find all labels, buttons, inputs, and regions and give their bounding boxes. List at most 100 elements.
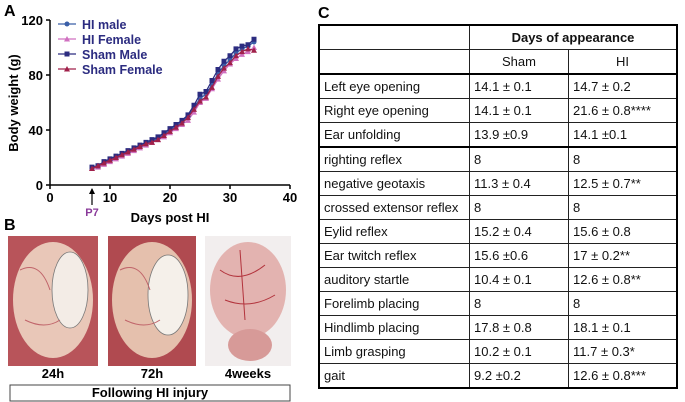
table-row: Forelimb placing 8 8: [318, 291, 678, 316]
photo-caption: 24h: [42, 366, 64, 381]
table-row: gait 9.2 ±0.2 12.6 ± 0.8***: [318, 363, 678, 389]
x-tick-label: 20: [163, 190, 177, 205]
cell: Ear twitch reflex: [318, 243, 470, 268]
cell: 8: [568, 291, 678, 316]
marker: [173, 124, 179, 130]
legend-label: HI male: [82, 18, 127, 32]
legend-label: HI Female: [82, 33, 141, 47]
cell: 11.3 ± 0.4: [469, 171, 569, 196]
table-row: negative geotaxis 11.3 ± 0.4 12.5 ± 0.7**: [318, 171, 678, 196]
footer-box: [9, 384, 291, 402]
cell: 15.6 ± 0.8: [568, 219, 678, 244]
marker: [119, 151, 125, 158]
y-tick-label: 120: [21, 13, 43, 28]
cell: negative geotaxis: [318, 171, 470, 196]
series-line: [91, 46, 255, 170]
marker: [251, 36, 257, 42]
photo: [205, 236, 291, 366]
series-line: [91, 38, 255, 168]
cell: 17.8 ± 0.8: [469, 315, 569, 340]
x-tick-label: 40: [283, 190, 297, 205]
legend-marker: [64, 36, 70, 42]
x-axis-label: Days post HI: [131, 210, 210, 225]
legend-marker: [64, 51, 70, 57]
cell: 13.9 ±0.9: [469, 122, 569, 148]
cell: 14.1 ± 0.1: [469, 73, 569, 99]
marker: [179, 120, 185, 126]
marker: [251, 47, 257, 53]
cell: 15.2 ± 0.4: [469, 219, 569, 244]
table-row: Sham HI: [319, 49, 678, 75]
marker: [143, 140, 149, 147]
table-row: righting reflex 8 8: [318, 146, 678, 172]
table-row: Ear unfolding 13.9 ±0.9 14.1 ±0.1: [318, 122, 678, 148]
marker: [203, 89, 209, 94]
column-header: HI: [568, 49, 678, 75]
cell: [319, 25, 470, 50]
cell: 12.6 ± 0.8**: [568, 267, 678, 292]
cell: 10.2 ± 0.1: [469, 339, 569, 364]
series-line: [91, 48, 255, 170]
cell: 9.2 ±0.2: [469, 363, 569, 389]
table-row: crossed extensor reflex 8 8: [318, 195, 678, 220]
cell: 8: [469, 146, 569, 172]
marker: [137, 143, 143, 149]
cell: 14.1 ± 0.1: [469, 98, 569, 123]
table-row: auditory startle 10.4 ± 0.1 12.6 ± 0.8**: [318, 267, 678, 292]
cell: 15.6 ±0.6: [469, 243, 569, 268]
marker: [95, 162, 101, 169]
cell: 17 ± 0.2**: [568, 243, 678, 268]
photo: [8, 236, 98, 366]
marker: [113, 154, 119, 160]
marker: [203, 94, 209, 100]
marker: [245, 42, 251, 48]
cell: Eylid reflex: [318, 219, 470, 244]
legend-marker: [64, 21, 70, 27]
panel-label: B: [4, 217, 16, 234]
cell: 10.4 ± 0.1: [469, 267, 569, 292]
x-tick-label: 30: [223, 190, 237, 205]
marker: [125, 149, 131, 155]
marker: [167, 128, 173, 134]
cell: crossed extensor reflex: [318, 195, 470, 220]
cell: 8: [469, 195, 569, 220]
marker: [227, 59, 233, 66]
cell: 11.7 ± 0.3*: [568, 339, 678, 364]
marker: [221, 58, 227, 64]
photo-caption: 4weeks: [225, 366, 271, 381]
marker: [215, 67, 221, 72]
cell: 8: [568, 195, 678, 220]
cell: 8: [568, 146, 678, 172]
x-tick-label: 10: [103, 190, 117, 205]
cell: gait: [318, 363, 470, 389]
annotation-arrowhead: [89, 188, 95, 194]
legend-marker: [64, 66, 70, 72]
cell: Right eye opening: [318, 98, 470, 123]
marker: [215, 73, 221, 79]
marker: [107, 157, 113, 163]
table: Days of appearance Sham HI Left eye opening…: [318, 24, 678, 389]
marker: [227, 53, 233, 59]
header-cell: Days of appearance: [469, 24, 678, 50]
table-row: Right eye opening 14.1 ± 0.1 21.6 ± 0.8***…: [318, 98, 678, 123]
cell: Hindlimb placing: [318, 315, 470, 340]
marker: [233, 52, 239, 59]
column-header: Sham: [469, 49, 569, 75]
cell: 8: [469, 291, 569, 316]
marker: [89, 165, 95, 171]
marker: [239, 43, 245, 49]
table-row: Left eye opening 14.1 ± 0.1 14.7 ± 0.2: [318, 73, 678, 99]
marker: [191, 106, 197, 112]
marker: [149, 139, 155, 145]
cell: Left eye opening: [318, 73, 470, 99]
legend-label: Sham Female: [82, 63, 163, 77]
cell: righting reflex: [318, 146, 470, 172]
cell: Limb grasping: [318, 339, 470, 364]
marker: [221, 65, 227, 71]
marker: [161, 132, 167, 138]
table-row: Limb grasping 10.2 ± 0.1 11.7 ± 0.3*: [318, 339, 678, 364]
table-row: Eylid reflex 15.2 ± 0.4 15.6 ± 0.8: [318, 219, 678, 244]
cell: 14.7 ± 0.2: [568, 73, 678, 99]
